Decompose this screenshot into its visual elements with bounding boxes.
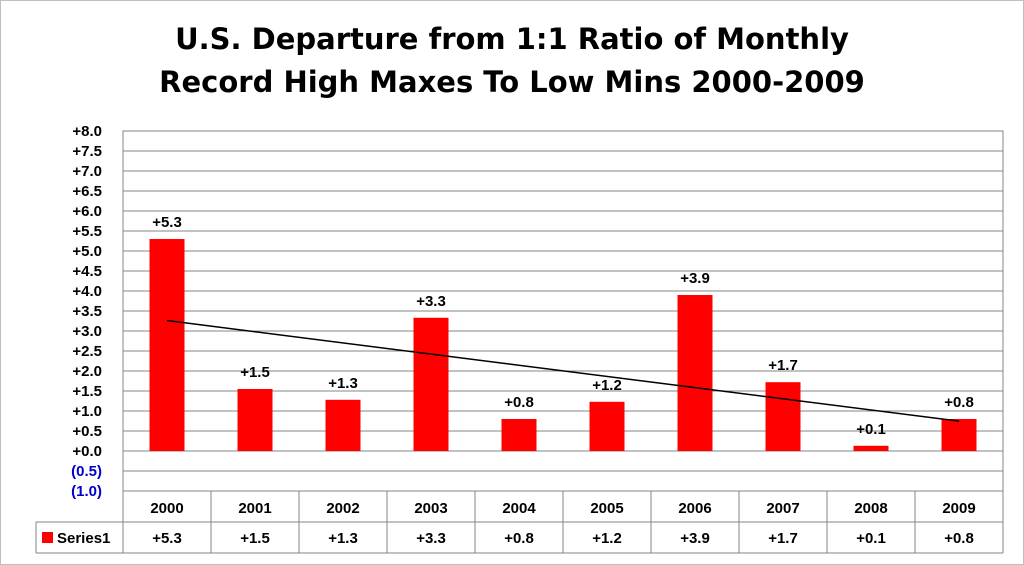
table-value: +1.7: [768, 530, 798, 547]
chart-title-line-2: Record High Maxes To Low Mins 2000-2009: [159, 65, 865, 99]
bar: [237, 389, 273, 451]
legend-series-name: Series1: [57, 530, 110, 547]
data-label: +1.2: [592, 377, 622, 394]
x-tick-label: 2009: [942, 500, 975, 517]
trendline: [166, 319, 960, 422]
y-tick-label: +4.5: [72, 263, 102, 280]
y-tick-label: +2.5: [72, 343, 102, 360]
bar: [325, 399, 361, 451]
table-value: +1.2: [592, 530, 622, 547]
y-tick-label: +1.0: [72, 403, 102, 420]
x-tick-label: 2001: [238, 500, 271, 517]
table-value: +0.8: [944, 530, 974, 547]
bar: [413, 317, 449, 451]
table-value: +0.8: [504, 530, 534, 547]
x-tick-label: 2006: [678, 500, 711, 517]
y-tick-label: +6.5: [72, 183, 102, 200]
bar: [677, 295, 713, 451]
y-tick-label: +4.0: [72, 283, 102, 300]
y-tick-label: +8.0: [72, 123, 102, 140]
table-value: +1.5: [240, 530, 270, 547]
y-tick-label: +7.5: [72, 143, 102, 160]
y-tick-label: +7.0: [72, 163, 102, 180]
y-tick-label: (1.0): [71, 483, 102, 500]
y-tick-label: +0.0: [72, 443, 102, 460]
x-tick-label: 2004: [502, 500, 536, 517]
y-tick-label: +1.5: [72, 383, 102, 400]
table-value: +3.3: [416, 530, 446, 547]
x-tick-label: 2005: [590, 500, 623, 517]
data-label: +0.8: [944, 394, 974, 411]
x-tick-label: 2000: [150, 500, 183, 517]
data-label: +1.3: [328, 375, 358, 392]
x-tick-label: 2003: [414, 500, 447, 517]
x-tick-label: 2007: [766, 500, 799, 517]
data-label: +1.5: [240, 364, 270, 381]
table-value: +5.3: [152, 530, 182, 547]
bar: [149, 239, 185, 451]
bar: [941, 419, 977, 451]
bar: [853, 445, 889, 451]
bar: [765, 382, 801, 451]
chart-title-line-1: U.S. Departure from 1:1 Ratio of Monthly: [175, 22, 849, 56]
y-tick-label: +5.0: [72, 243, 102, 260]
y-tick-label: +5.5: [72, 223, 102, 240]
data-label: +5.3: [152, 214, 182, 231]
bar: [589, 401, 625, 451]
table-value: +3.9: [680, 530, 710, 547]
y-tick-label: +2.0: [72, 363, 102, 380]
bar: [501, 419, 537, 451]
data-label: +0.1: [856, 421, 886, 438]
x-tick-label: 2008: [854, 500, 887, 517]
table-value: +1.3: [328, 530, 358, 547]
table-value: +0.1: [856, 530, 886, 547]
data-label: +1.7: [768, 357, 798, 374]
y-tick-label: (0.5): [71, 463, 102, 480]
legend-key: [42, 532, 53, 543]
data-label: +3.3: [416, 293, 446, 310]
chart-title: U.S. Departure from 1:1 Ratio of Monthly…: [0, 18, 1024, 104]
y-tick-label: +0.5: [72, 423, 102, 440]
data-label: +0.8: [504, 394, 534, 411]
y-tick-label: +3.5: [72, 303, 102, 320]
y-tick-label: +3.0: [72, 323, 102, 340]
x-tick-label: 2002: [326, 500, 359, 517]
y-tick-label: +6.0: [72, 203, 102, 220]
data-label: +3.9: [680, 270, 710, 287]
